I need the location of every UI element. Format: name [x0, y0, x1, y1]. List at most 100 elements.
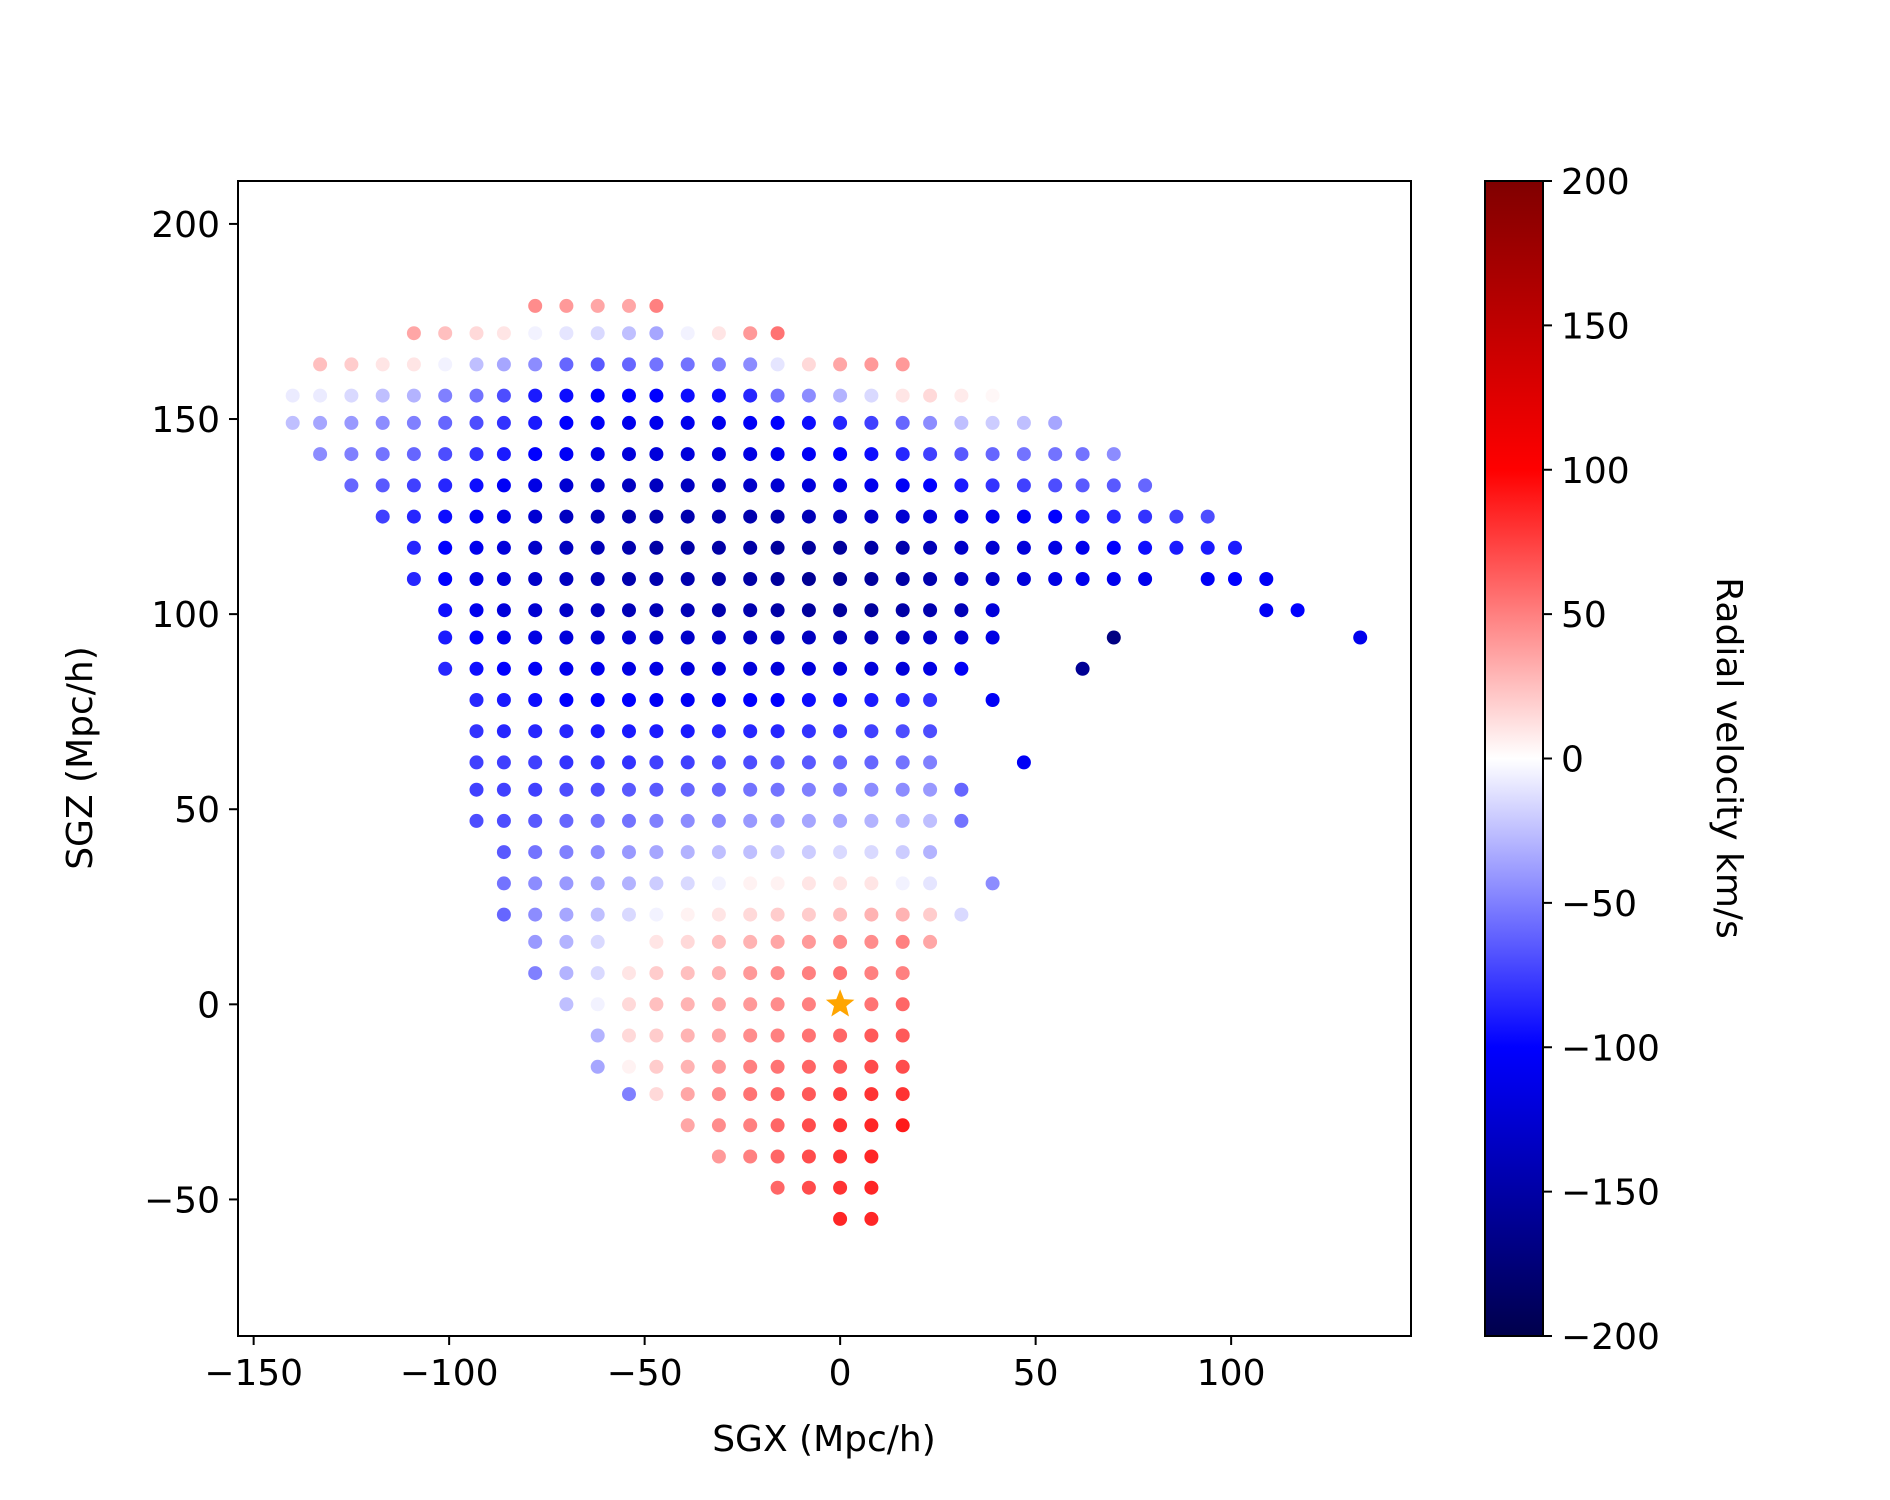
scatter-point [559, 388, 574, 403]
scatter-point [954, 540, 969, 555]
scatter-point [711, 813, 726, 828]
scatter-point [895, 876, 910, 891]
scatter-point [649, 603, 664, 618]
scatter-point [528, 357, 543, 372]
scatter-point [923, 509, 938, 524]
scatter-point [622, 1028, 636, 1043]
scatter-point [833, 1211, 848, 1226]
scatter-point [864, 388, 879, 403]
scatter-point [985, 603, 1000, 618]
scatter-point [438, 630, 453, 645]
scatter-point [622, 934, 636, 949]
scatter-point [864, 447, 879, 462]
scatter-point [649, 845, 664, 860]
scatter-point [496, 661, 511, 676]
y-tick-label: 0 [197, 985, 220, 1026]
scatter-point [770, 1118, 785, 1133]
scatter-point [954, 603, 969, 618]
scatter-point [649, 693, 664, 707]
scatter-point [590, 326, 605, 341]
scatter-point [833, 845, 848, 860]
scatter-point [1016, 478, 1031, 493]
scatter-point [559, 357, 574, 372]
scatter-point [680, 1087, 695, 1102]
scatter-point [864, 813, 879, 828]
scatter-point [528, 630, 543, 645]
scatter-point [833, 540, 848, 555]
scatter-point [528, 388, 543, 403]
scatter-point [895, 603, 910, 618]
scatter-point [923, 876, 938, 891]
scatter-point [770, 603, 785, 618]
scatter-point [801, 388, 816, 403]
scatter-point [864, 1028, 879, 1043]
scatter-point [590, 661, 605, 676]
scatter-point [680, 1118, 695, 1133]
scatter-point [438, 388, 453, 403]
scatter-point [770, 357, 785, 372]
x-axis-ticks: −150 −100 −50 0 50 100 [204, 1336, 1265, 1394]
scatter-point [711, 1118, 726, 1133]
scatter-point [923, 782, 938, 797]
scatter-point [743, 326, 758, 341]
scatter-point [833, 1059, 848, 1074]
scatter-point [833, 572, 848, 586]
scatter-point [590, 782, 605, 797]
scatter-point [895, 813, 910, 828]
scatter-point [801, 813, 816, 828]
scatter-point [590, 813, 605, 828]
scatter-point [1048, 540, 1063, 555]
scatter-point [622, 813, 636, 828]
scatter-point [985, 388, 1000, 403]
y-tick-label: 200 [151, 205, 220, 246]
scatter-point [622, 326, 636, 341]
scatter-point [801, 415, 816, 430]
scatter-point [559, 907, 574, 922]
scatter-point [833, 876, 848, 891]
y-tick-label: 150 [151, 400, 220, 441]
scatter-point [1048, 509, 1063, 524]
scatter-point [469, 661, 484, 676]
scatter-point [895, 1087, 910, 1102]
scatter-point [743, 845, 758, 860]
scatter-point [801, 693, 816, 707]
scatter-points [285, 298, 1368, 1226]
scatter-point [743, 693, 758, 707]
scatter-point [1228, 540, 1242, 555]
scatter-point [469, 572, 484, 586]
scatter-point [438, 447, 453, 462]
scatter-point [801, 572, 816, 586]
scatter-point [923, 907, 938, 922]
scatter-point [1138, 478, 1153, 493]
scatter-point [923, 934, 938, 949]
scatter-point [770, 1149, 785, 1164]
scatter-point [923, 603, 938, 618]
scatter-point [496, 813, 511, 828]
scatter-point [770, 724, 785, 739]
scatter-point [680, 447, 695, 462]
scatter-point [770, 478, 785, 493]
scatter-point [406, 509, 421, 524]
scatter-point [895, 693, 910, 707]
scatter-point [680, 724, 695, 739]
scatter-point [649, 388, 664, 403]
scatter-point [833, 357, 848, 372]
scatter-point [895, 447, 910, 462]
scatter-point [743, 876, 758, 891]
scatter-point [923, 388, 938, 403]
scatter-point [801, 447, 816, 462]
scatter-point [954, 630, 969, 645]
scatter-point [649, 572, 664, 586]
scatter-point [496, 415, 511, 430]
scatter-point [680, 934, 695, 949]
scatter-point [711, 755, 726, 770]
scatter-point [528, 661, 543, 676]
scatter-point [985, 630, 1000, 645]
scatter-point [711, 326, 726, 341]
scatter-point [864, 415, 879, 430]
scatter-point [864, 1087, 879, 1102]
scatter-point [923, 693, 938, 707]
scatter-point [590, 540, 605, 555]
scatter-point [344, 447, 359, 462]
scatter-point [801, 997, 816, 1012]
